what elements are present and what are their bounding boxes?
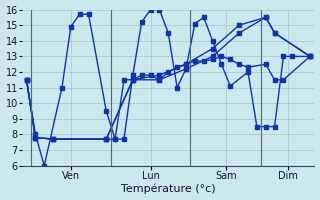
X-axis label: Température (°c): Température (°c) (121, 184, 216, 194)
